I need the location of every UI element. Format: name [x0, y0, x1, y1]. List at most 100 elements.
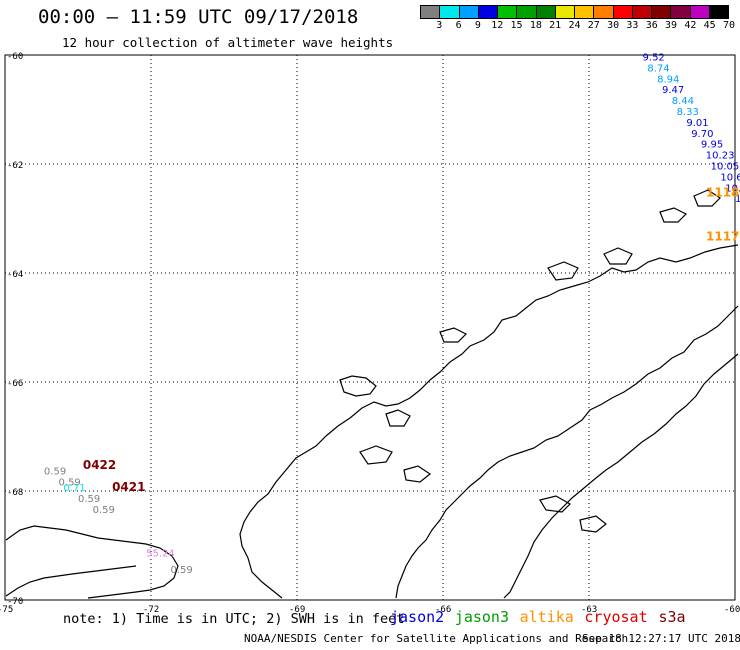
time-mark: 1117: [706, 229, 739, 243]
color-swatch: [690, 6, 710, 18]
color-swatch: [555, 6, 575, 18]
map-title: 00:00 – 11:59 UTC 09/17/2018: [38, 6, 359, 28]
swh-value: 0.59: [44, 467, 66, 478]
color-swatch: [652, 6, 672, 18]
color-scale-label: 12: [491, 20, 504, 31]
swh-value: 10.73: [725, 183, 740, 194]
color-swatch: [709, 6, 728, 18]
color-scale-label: 3: [436, 20, 443, 31]
generation-timestamp: Sep 18 12:27:17 UTC 2018: [582, 632, 740, 645]
latitude-label: -62: [7, 161, 23, 171]
satellite-legend-s3a: s3a: [658, 608, 686, 626]
longitude-label: -69: [289, 605, 305, 615]
latitude-label: -70: [7, 597, 23, 607]
map-frame: [4, 54, 736, 601]
agency-credit: NOAA/NESDIS Center for Satellite Applica…: [244, 632, 629, 645]
satellite-legend-altika: altika: [519, 608, 574, 626]
latitude-label: -60: [7, 52, 23, 62]
island-11: [579, 515, 607, 533]
island-9: [439, 327, 468, 343]
color-swatches: [420, 5, 729, 19]
swh-value: 0.59: [59, 478, 81, 489]
swh-value: 10.05: [711, 161, 740, 172]
graticule: [5, 55, 735, 600]
coastline-west: [5, 565, 137, 597]
time-mark: 0422: [83, 458, 116, 472]
coastline-peninsula: [239, 244, 739, 599]
color-swatch: [498, 6, 518, 18]
swh-value: 10.23: [706, 151, 735, 162]
color-swatch: [594, 6, 614, 18]
longitude-label: -75: [0, 605, 13, 615]
color-scale-label: 39: [665, 20, 678, 31]
satellite-legend-cryosat: cryosat: [584, 608, 648, 626]
swh-value: 9.47: [662, 85, 684, 96]
swh-value: 0.71: [63, 483, 85, 494]
swh-value: 0.59: [170, 565, 192, 576]
island-10: [539, 495, 571, 513]
island-3: [359, 445, 393, 465]
island-7: [659, 207, 688, 223]
island-6: [603, 247, 633, 265]
island-2: [385, 409, 411, 427]
swh-value: 0.59: [78, 494, 100, 505]
color-swatch: [478, 6, 498, 18]
color-scale-label: 6: [455, 20, 462, 31]
color-scale-label: 21: [549, 20, 562, 31]
swh-value: 9.95: [701, 140, 723, 151]
color-scale-label: 45: [703, 20, 716, 31]
island-8: [693, 189, 721, 207]
longitude-label: -72: [143, 605, 159, 615]
color-swatch: [575, 6, 595, 18]
swh-value: 0.59: [93, 505, 115, 516]
longitude-label: -63: [581, 605, 597, 615]
coastline-ross: [395, 305, 739, 599]
swh-value: 8.44: [672, 96, 694, 107]
longitude-label: -60: [724, 605, 740, 615]
axis-labels: -60 -62 -64 -66 -68 -70-75 -72 -69 -66 -63 -60: [0, 52, 740, 615]
swh-value: 9.01: [686, 118, 708, 129]
color-scale-label: 9: [474, 20, 481, 31]
color-swatch: [632, 6, 652, 18]
coastline: [5, 189, 739, 599]
color-swatch: [671, 6, 691, 18]
longitude-label: -66: [435, 605, 451, 615]
color-scale-label: 42: [684, 20, 697, 31]
color-scale-label: 24: [568, 20, 581, 31]
swh-value: 10.66: [720, 172, 740, 183]
swh-value: 55.24: [146, 548, 175, 559]
satellite-legend-jason3: jason3: [454, 608, 509, 626]
color-scale-label: 36: [645, 20, 658, 31]
latitude-label: -66: [7, 379, 23, 389]
color-scale-label: 18: [529, 20, 542, 31]
time-marks: 1118 1117 0422 0421: [83, 186, 740, 494]
latitude-label: -68: [7, 488, 23, 498]
island-5: [547, 261, 579, 281]
color-scale-label: 30: [607, 20, 620, 31]
color-swatch: [517, 6, 537, 18]
swh-observations: 9.528.748.949.478.448.339.019.709.9510.2…: [44, 52, 740, 575]
swh-value: 8.33: [677, 107, 699, 118]
swh-value: 9.70: [691, 129, 713, 140]
color-scale-label: 33: [626, 20, 639, 31]
map-subtitle: 12 hour collection of altimeter wave hei…: [62, 35, 394, 50]
color-swatch: [613, 6, 633, 18]
color-swatch: [440, 6, 460, 18]
coastline-alex: [5, 525, 179, 599]
footnote: note: 1) Time is in UTC; 2) SWH is in fe…: [63, 611, 405, 627]
latitude-label: -64: [7, 270, 23, 280]
satellite-legend-jason2: jason2: [390, 608, 445, 626]
coastline-east: [503, 353, 739, 599]
color-scale-label: 15: [510, 20, 523, 31]
island-1: [339, 375, 377, 397]
time-mark: 0421: [112, 480, 145, 494]
color-scale-label: 27: [587, 20, 600, 31]
swh-value: 10.56: [735, 194, 740, 205]
color-swatch: [536, 6, 556, 18]
island-4: [403, 465, 432, 483]
color-swatch: [459, 6, 479, 18]
swh-value: 8.94: [657, 74, 679, 85]
